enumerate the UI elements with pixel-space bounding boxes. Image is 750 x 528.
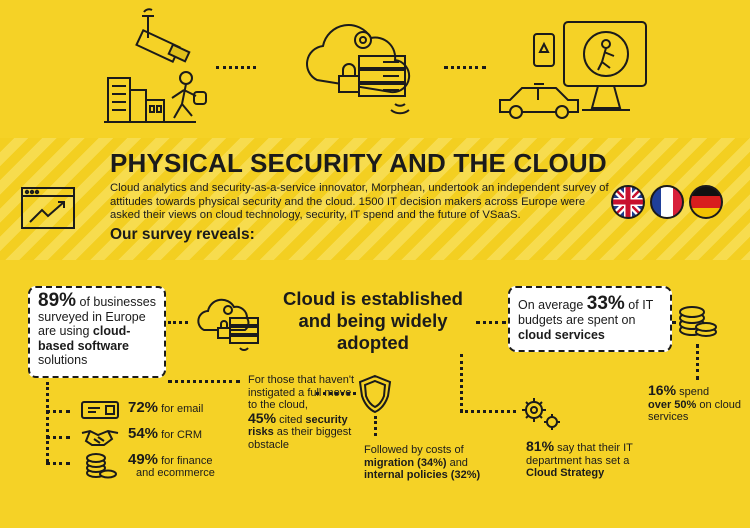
center-heading: Cloud is established and being widely ad… [283, 288, 463, 353]
costs-migration: migration (34%) [364, 456, 447, 469]
spend-text2: on cloud services [648, 398, 741, 424]
cloud-usage-box: 89% of businesses surveyed in Europe are… [28, 286, 166, 378]
germany-flag-icon [689, 185, 723, 219]
obstacle-text2: as their biggest obstacle [248, 426, 352, 451]
obstacle-lead: For those that haven't instigated a full… [248, 374, 355, 411]
coins-icon [86, 453, 117, 479]
strategy-bold: Cloud Strategy [526, 467, 605, 479]
email-label: for email [158, 403, 204, 415]
connector-dots [696, 344, 699, 380]
finance-percent: 49% [128, 451, 159, 468]
strategy-text: 81% say that their IT department has set… [526, 438, 646, 480]
strategy-text1: say that their IT department has set a [526, 442, 633, 467]
spend-text1: spend [676, 386, 710, 398]
spend-percent: 16% [648, 382, 677, 398]
connector-dots [374, 416, 377, 436]
growth-chart-icon [21, 187, 75, 229]
budget-bold-text: cloud services [518, 328, 605, 342]
obstacle-percent: 45% [248, 409, 277, 426]
connector-dots [46, 382, 49, 462]
connector-dots [46, 410, 70, 413]
email-percent: 72% [128, 399, 159, 416]
connector-dots [168, 380, 240, 383]
obstacle-bold: security risks [248, 413, 348, 439]
finance-label-line2: and ecommerce [136, 467, 215, 479]
france-flag-icon [650, 185, 684, 219]
budget-text: of IT budgets are spent on [518, 298, 654, 327]
connector-dots [460, 354, 463, 412]
car-alarm-monitor-icon [499, 21, 647, 119]
connector-dots [216, 66, 256, 69]
cloud-server-icon [197, 298, 259, 351]
email-stat: 72% for email [128, 399, 204, 416]
strategy-percent: 81% [526, 438, 555, 454]
obstacle-text: For those that haven't instigated a full… [248, 374, 358, 451]
crm-percent: 54% [128, 425, 159, 442]
connector-dots [46, 462, 70, 465]
costs-mid: and [446, 456, 468, 469]
email-icon [81, 401, 119, 419]
connector-dots [444, 66, 486, 69]
security-shield-icon [358, 374, 392, 414]
costs-text: Followed by costs of migration (34%) and… [364, 444, 494, 482]
spend-text: 16% spend over 50% on cloud services [648, 382, 744, 424]
connector-dots [672, 321, 684, 324]
uk-flag-icon [611, 185, 645, 219]
usage-text-end: solutions [38, 353, 88, 367]
connector-dots [476, 321, 506, 324]
budget-percent: 33% [586, 293, 625, 314]
handshake-icon [81, 429, 119, 446]
crm-stat: 54% for CRM [128, 425, 203, 442]
usage-bold-text: cloud-based software [38, 324, 131, 353]
connector-dots [46, 436, 70, 439]
connector-dots [460, 410, 516, 413]
intro-text: Cloud analytics and security-as-a-servic… [110, 182, 609, 221]
coins-stack-icon [679, 306, 717, 337]
cloud-server-lock-icon [306, 24, 411, 115]
usage-percent: 89% [38, 290, 77, 311]
cctv-city-burglar-icon [104, 8, 207, 123]
it-budget-box: On average 33% of IT budgets are spent o… [508, 286, 672, 352]
connector-dots [316, 392, 356, 395]
crm-label: for CRM [158, 429, 203, 441]
costs-policies: internal policies (32%) [364, 469, 481, 481]
survey-reveals-heading: Our survey reveals: [110, 226, 255, 243]
finance-label: for finance [158, 455, 213, 467]
costs-lead: Followed by costs of [364, 444, 464, 456]
budget-lead: On average [518, 298, 587, 312]
obstacle-text1: cited [276, 413, 306, 426]
connector-dots [168, 321, 188, 324]
finance-stat: 49% for finance and ecommerce [128, 451, 215, 479]
gears-icon [522, 398, 560, 430]
usage-text: of businesses surveyed in Europe are usi… [38, 295, 156, 338]
page-title: PHYSICAL SECURITY AND THE CLOUD [110, 148, 607, 178]
spend-bold: over 50% [648, 398, 697, 411]
